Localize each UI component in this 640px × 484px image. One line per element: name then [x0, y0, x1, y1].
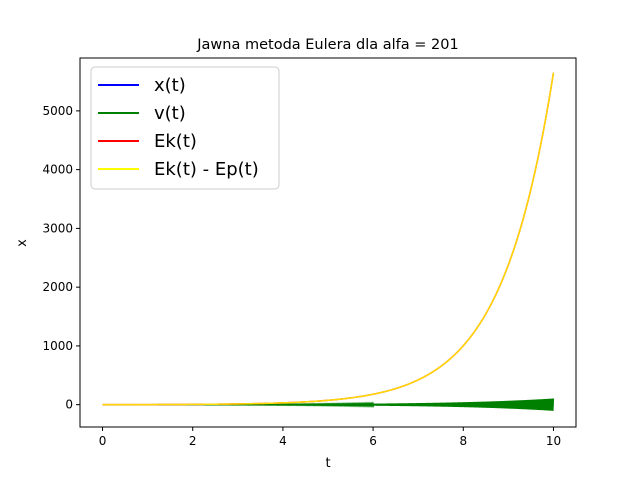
- y-tick-label: 5000: [42, 104, 73, 118]
- series-line-3: [102, 72, 555, 406]
- x-tick-label: 10: [546, 434, 561, 448]
- axes-frame: [79, 57, 577, 428]
- y-axis-label: x: [15, 239, 30, 247]
- legend: x(t) v(t) Ek(t) Ek(t) - Ep(t): [90, 66, 280, 190]
- x-tick-label: 2: [189, 434, 197, 448]
- x-tick-label: 0: [99, 434, 107, 448]
- y-tick-label: 3000: [42, 221, 73, 235]
- x-tick-label: 8: [459, 434, 467, 448]
- legend-label: v(t): [154, 103, 186, 124]
- x-axis-label: t: [325, 456, 330, 471]
- y-tick-label: 0: [65, 398, 73, 412]
- y-axis: 0 1000 2000 3000 4000 5000: [42, 104, 80, 412]
- legend-label: x(t): [154, 75, 186, 96]
- legend-box: [90, 66, 280, 190]
- chart-title: Jawna metoda Eulera dla alfa = 201: [196, 37, 458, 53]
- legend-label: Ek(t): [154, 131, 197, 152]
- y-tick-label: 1000: [42, 339, 73, 353]
- y-tick-label: 2000: [42, 280, 73, 294]
- x-axis: 0 2 4 6 8 10: [99, 427, 561, 448]
- x-tick-label: 6: [369, 434, 377, 448]
- plot-area: [102, 72, 555, 411]
- legend-label: Ek(t) - Ep(t): [154, 159, 259, 180]
- x-tick-label: 4: [279, 434, 287, 448]
- y-tick-label: 4000: [42, 163, 73, 177]
